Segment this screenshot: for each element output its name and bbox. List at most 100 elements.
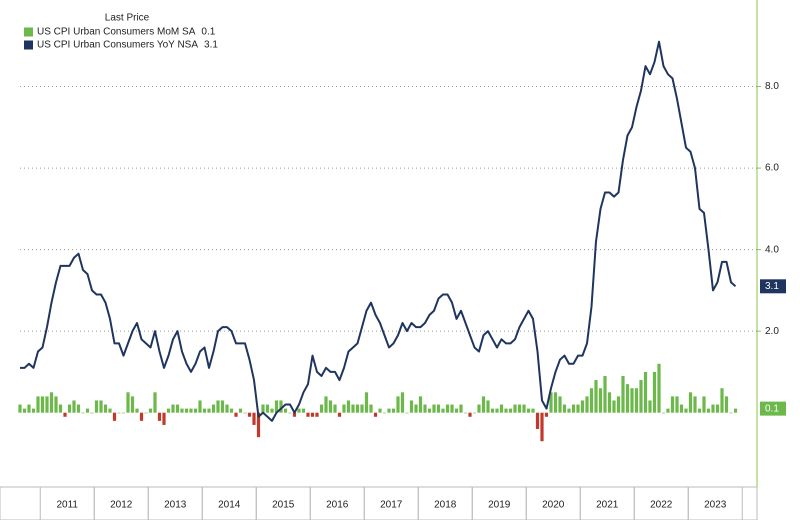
x-tick-label: 2015: [272, 500, 295, 511]
bar: [553, 392, 558, 413]
bar: [477, 404, 481, 413]
x-tick-label: 2018: [434, 500, 457, 511]
bar: [661, 412, 666, 414]
bar: [157, 412, 162, 421]
bar: [481, 396, 486, 413]
last-value-box: [760, 279, 786, 294]
x-tick-label: 2011: [56, 500, 78, 511]
bar: [387, 408, 391, 413]
bar: [288, 412, 292, 414]
bar: [243, 412, 247, 414]
bar: [382, 412, 387, 414]
bar: [409, 400, 414, 413]
bar: [517, 404, 522, 413]
bar: [720, 388, 724, 413]
legend-swatch: [24, 27, 33, 37]
bar: [603, 376, 607, 413]
line: [20, 40, 737, 422]
bar: [607, 392, 612, 413]
bar: [108, 408, 112, 413]
x-tick-label: 2013: [164, 500, 187, 511]
bar: [432, 404, 436, 413]
bar: [103, 404, 108, 413]
bar: [396, 396, 400, 413]
bar: [436, 404, 441, 413]
x-tick-label: 2023: [704, 500, 727, 511]
legend-title: Last Price: [105, 13, 150, 24]
bar: [369, 404, 373, 413]
bar: [499, 404, 504, 413]
bar: [90, 412, 94, 414]
bar: [666, 408, 670, 413]
bar: [135, 408, 139, 413]
bar: [513, 404, 517, 413]
bar: [558, 396, 562, 413]
bar: [67, 404, 72, 413]
bar: [580, 400, 585, 413]
bar: [648, 400, 652, 413]
bar: [198, 400, 202, 413]
bar: [625, 384, 630, 413]
bar: [540, 412, 544, 442]
x-tick-label: 2021: [596, 500, 619, 511]
x-tick-label: 2020: [542, 500, 565, 511]
bar: [324, 396, 328, 413]
bar: [486, 400, 490, 413]
bar: [373, 412, 378, 417]
bar: [702, 396, 706, 413]
bar: [247, 412, 252, 417]
bar: [337, 412, 342, 417]
bar: [306, 412, 310, 417]
bar: [643, 371, 648, 413]
bar: [121, 412, 126, 414]
bar: [216, 400, 220, 413]
last-value-label: 3.1: [765, 281, 779, 292]
bar: [414, 404, 418, 413]
bar: [148, 408, 153, 413]
bar: [292, 412, 297, 417]
bar: [63, 412, 67, 417]
bar: [139, 412, 144, 421]
bar: [31, 408, 36, 413]
bar: [270, 408, 274, 413]
bar: [180, 408, 184, 413]
bar: [162, 412, 166, 425]
bar: [585, 396, 589, 413]
legend-label: US CPI Urban Consumers YoY NSA: [37, 40, 198, 51]
bar: [171, 404, 175, 413]
bar: [715, 404, 720, 413]
bar: [360, 404, 364, 413]
bar: [427, 408, 432, 413]
bar: [594, 380, 598, 413]
x-tick-label: 2012: [110, 500, 133, 511]
bar: [166, 408, 171, 413]
y-tick-label: 6.0: [765, 163, 779, 174]
bar: [126, 392, 130, 413]
bar: [301, 408, 306, 413]
bar: [675, 396, 679, 413]
bar: [472, 412, 477, 414]
bar: [441, 408, 445, 413]
bar: [153, 392, 157, 413]
bar: [72, 400, 76, 413]
bar: [652, 371, 657, 413]
bar: [144, 412, 148, 414]
bar: [279, 400, 283, 413]
bar: [544, 412, 549, 417]
bar: [81, 412, 85, 414]
bar: [22, 408, 27, 413]
bar: [400, 392, 405, 413]
x-tick-label: 2022: [650, 500, 673, 511]
x-tick-label: 2017: [380, 500, 403, 511]
bar: [670, 396, 675, 413]
bar: [589, 388, 594, 413]
x-tick-label: 2016: [326, 500, 349, 511]
bar: [265, 404, 270, 413]
bar: [526, 408, 531, 413]
bar: [733, 408, 738, 413]
bar: [85, 408, 90, 413]
bar: [54, 396, 58, 413]
y-tick-label: 2.0: [765, 326, 779, 337]
bar: [355, 404, 360, 413]
bar: [310, 412, 315, 417]
